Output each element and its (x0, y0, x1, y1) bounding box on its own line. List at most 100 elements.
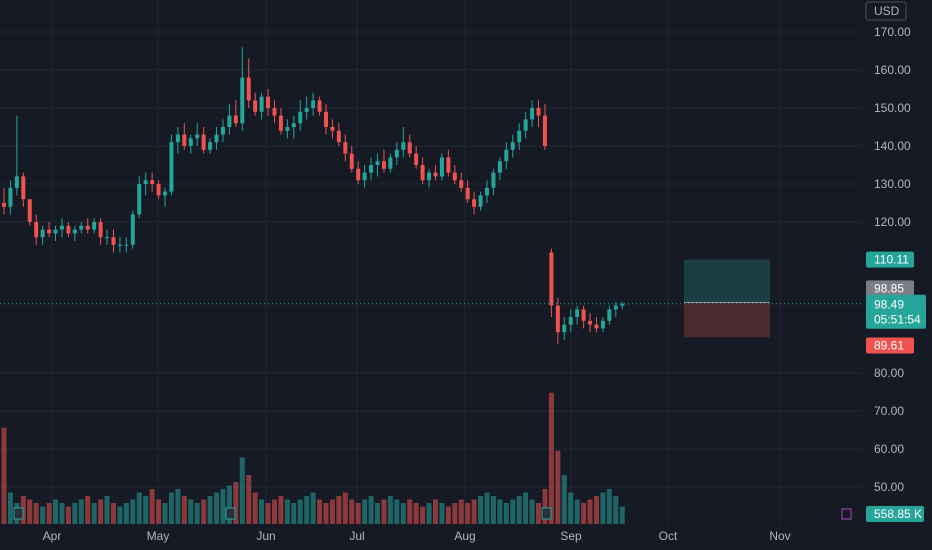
volume-bar (98, 499, 104, 524)
candle-body (246, 77, 251, 101)
volume-bar (188, 499, 194, 524)
volume-bar (619, 506, 625, 524)
volume-bar (259, 499, 265, 524)
volume-bar (516, 496, 522, 524)
volume-bar (606, 489, 612, 524)
time-axis-label: Nov (769, 529, 790, 543)
volume-bar (65, 506, 71, 524)
volume-bar (246, 475, 252, 524)
candle-body (388, 157, 393, 169)
candle-body (452, 172, 457, 181)
volume-bar (439, 503, 445, 524)
volume-bar (252, 492, 258, 524)
volume-bar (53, 499, 59, 524)
volume-bar (226, 485, 232, 524)
candle-body (59, 225, 64, 230)
candle-body (14, 176, 19, 188)
countdown-text: 05:51:54 (874, 313, 921, 327)
candle-body (414, 153, 419, 165)
volume-bar (490, 496, 496, 524)
volume-bar (40, 506, 46, 524)
price-axis-label: 120.00 (874, 215, 911, 229)
candle-body (304, 108, 309, 112)
candle-body (27, 199, 32, 222)
candle-body (613, 305, 618, 310)
volume-bar (156, 499, 162, 524)
earnings-icon[interactable] (541, 507, 552, 520)
candle-body (478, 195, 483, 207)
candle-body (349, 153, 354, 169)
calendar-icon[interactable] (841, 508, 852, 520)
volume-bar (574, 499, 580, 524)
volume-bar (458, 499, 464, 524)
volume-bar (278, 496, 284, 524)
volume-bar (317, 499, 323, 524)
volume-bar (362, 499, 368, 524)
candle-body (465, 187, 470, 200)
volume-bar (194, 503, 200, 524)
candle-body (555, 305, 560, 333)
volume-bar (207, 496, 213, 524)
price-axis-label: 140.00 (874, 139, 911, 153)
volume-bar (426, 503, 432, 524)
volume-bar (581, 503, 587, 524)
candle-body (439, 157, 444, 177)
candle-body (362, 172, 367, 181)
volume-bar (445, 506, 451, 524)
volume-bar (304, 496, 310, 524)
candle-body (407, 142, 412, 154)
volume-tag-text: 558.85 K (874, 507, 922, 521)
volume-bar (214, 492, 220, 524)
stop-loss-zone[interactable] (684, 302, 770, 338)
volume-bar (529, 499, 535, 524)
entry-tag (866, 280, 914, 297)
volume-bar (201, 499, 207, 524)
take-profit-tag (866, 251, 914, 268)
volume-bar (33, 503, 39, 524)
volume-bar (548, 392, 554, 524)
volume-bar (310, 492, 316, 524)
volume-bar (497, 499, 503, 524)
volume-bar (85, 496, 91, 524)
candle-body (427, 172, 432, 181)
time-axis-label: Jul (349, 529, 364, 543)
candle-body (240, 77, 245, 124)
volume-bar (297, 499, 303, 524)
currency-button[interactable] (865, 1, 907, 21)
candle-body (111, 237, 116, 245)
candle-body (259, 96, 264, 112)
volume-bar (181, 496, 187, 524)
volume-bar (478, 496, 484, 524)
volume-bar (555, 450, 561, 524)
volume-bar (149, 489, 155, 524)
candle-body (600, 320, 605, 329)
volume-bar (323, 503, 329, 524)
candle-body (21, 176, 26, 200)
volume-bar (329, 499, 335, 524)
volume-bar (561, 475, 567, 524)
candle-body (208, 142, 213, 150)
volume-bar (72, 503, 78, 524)
take-profit-zone[interactable] (684, 259, 770, 303)
earnings-icon[interactable] (13, 507, 24, 520)
volume-bar (432, 499, 438, 524)
candle-body (497, 161, 502, 173)
time-axis-label: Sep (560, 529, 582, 543)
time-axis-label: Apr (43, 529, 62, 543)
volume-bar (104, 496, 110, 524)
candle-body (575, 309, 580, 317)
candle-body (581, 309, 586, 321)
earnings-icon[interactable] (225, 507, 236, 520)
volume-bar (387, 496, 393, 524)
volume-bar (375, 503, 381, 524)
candle-body (394, 149, 399, 158)
volume-bar (503, 503, 509, 524)
volume-bar (342, 492, 348, 524)
candle-body (143, 180, 148, 184)
candle-body (156, 184, 161, 196)
candle-body (47, 229, 52, 234)
volume-bar (78, 499, 84, 524)
currency-label[interactable]: USD (874, 4, 900, 18)
